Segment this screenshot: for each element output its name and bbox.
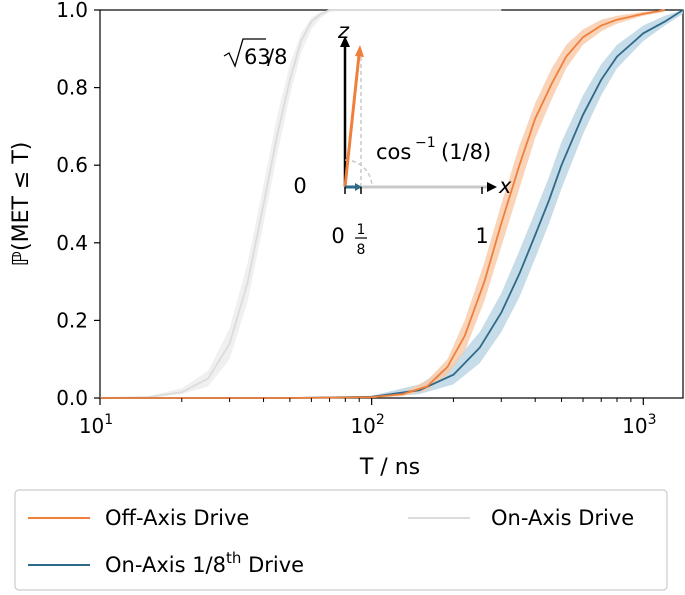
inset-x-label: x (498, 174, 512, 198)
inset-x-tick-one: 1 (475, 224, 488, 248)
line-on-axis-drive (99, 9, 502, 399)
legend-label-off-axis: Off-Axis Drive (105, 506, 249, 530)
legend: Off-Axis Drive On-Axis Drive On-Axis 1/8… (14, 489, 668, 591)
line-on-axis-1-8th-drive (100, 9, 684, 399)
y-tick-label: 0.0 (56, 386, 88, 410)
legend-label-eighth-main: On-Axis 1/8 (105, 553, 226, 577)
inset-z-label: z (337, 19, 350, 43)
inset-angle-fn: cos (376, 140, 411, 164)
band-off-axis-drive (100, 10, 665, 398)
plot-frame (99, 9, 684, 399)
band-on-axis-1-8th-drive (100, 10, 683, 398)
inset-x-tick-eighth-num: 1 (357, 222, 366, 238)
x-tick-label: 102 (350, 412, 384, 438)
band-on-axis-drive (100, 10, 502, 398)
x-tick-label: 103 (622, 412, 656, 438)
inset-angle-label: cos −1 (1/8) (376, 135, 491, 164)
line-off-axis-drive (100, 9, 665, 399)
inset-x-arrowhead (487, 182, 497, 192)
y-tick-label: 0.8 (56, 76, 88, 100)
y-axis: 0.0 0.2 0.4 0.6 0.8 1.0 (56, 0, 100, 410)
inset-z-arrowhead (340, 36, 350, 47)
legend-label-on-axis: On-Axis Drive (491, 506, 634, 530)
x-axis-label: T / ns (359, 455, 420, 480)
legend-frame (14, 489, 668, 591)
y-axis-label: ℙ(MET ≤ T) (9, 142, 34, 267)
legend-label-eighth-sup: th (226, 549, 241, 567)
inset-short-arrowhead (355, 183, 362, 191)
inset-top-label-num: 63 (244, 45, 271, 69)
inset-top-label: 63 /8 (223, 38, 287, 69)
inset-x-tick-zero: 0 (331, 224, 344, 248)
inset-x-tick-eighth: 1 8 (355, 222, 367, 258)
x-tick-label: 101 (79, 412, 113, 438)
inset-diagram: z x 0 63 /8 cos −1 (1/8) 0 1 8 1 (223, 19, 512, 258)
confidence-bands (100, 10, 683, 398)
inset-off-axis-arrowhead (355, 45, 364, 57)
series-lines (99, 9, 684, 399)
legend-label-eighth-tail: Drive (241, 553, 304, 577)
inset-off-axis-vector (343, 54, 361, 188)
inset-zero-label: 0 (293, 174, 306, 198)
inset-top-label-den: /8 (267, 45, 287, 69)
inset-angle-arg: (1/8) (441, 140, 491, 164)
x-axis: 101 102 103 (79, 398, 656, 438)
y-tick-label: 0.6 (56, 153, 88, 177)
y-tick-label: 0.2 (56, 308, 88, 332)
inset-x-tick-eighth-den: 8 (357, 242, 366, 258)
inset-angle-arc (344, 159, 373, 188)
legend-label-eighth: On-Axis 1/8th Drive (105, 549, 304, 577)
sqrt-sign (223, 38, 266, 68)
y-tick-label: 1.0 (56, 0, 88, 22)
y-tick-label: 0.4 (56, 231, 88, 255)
inset-angle-sup: −1 (415, 135, 436, 151)
